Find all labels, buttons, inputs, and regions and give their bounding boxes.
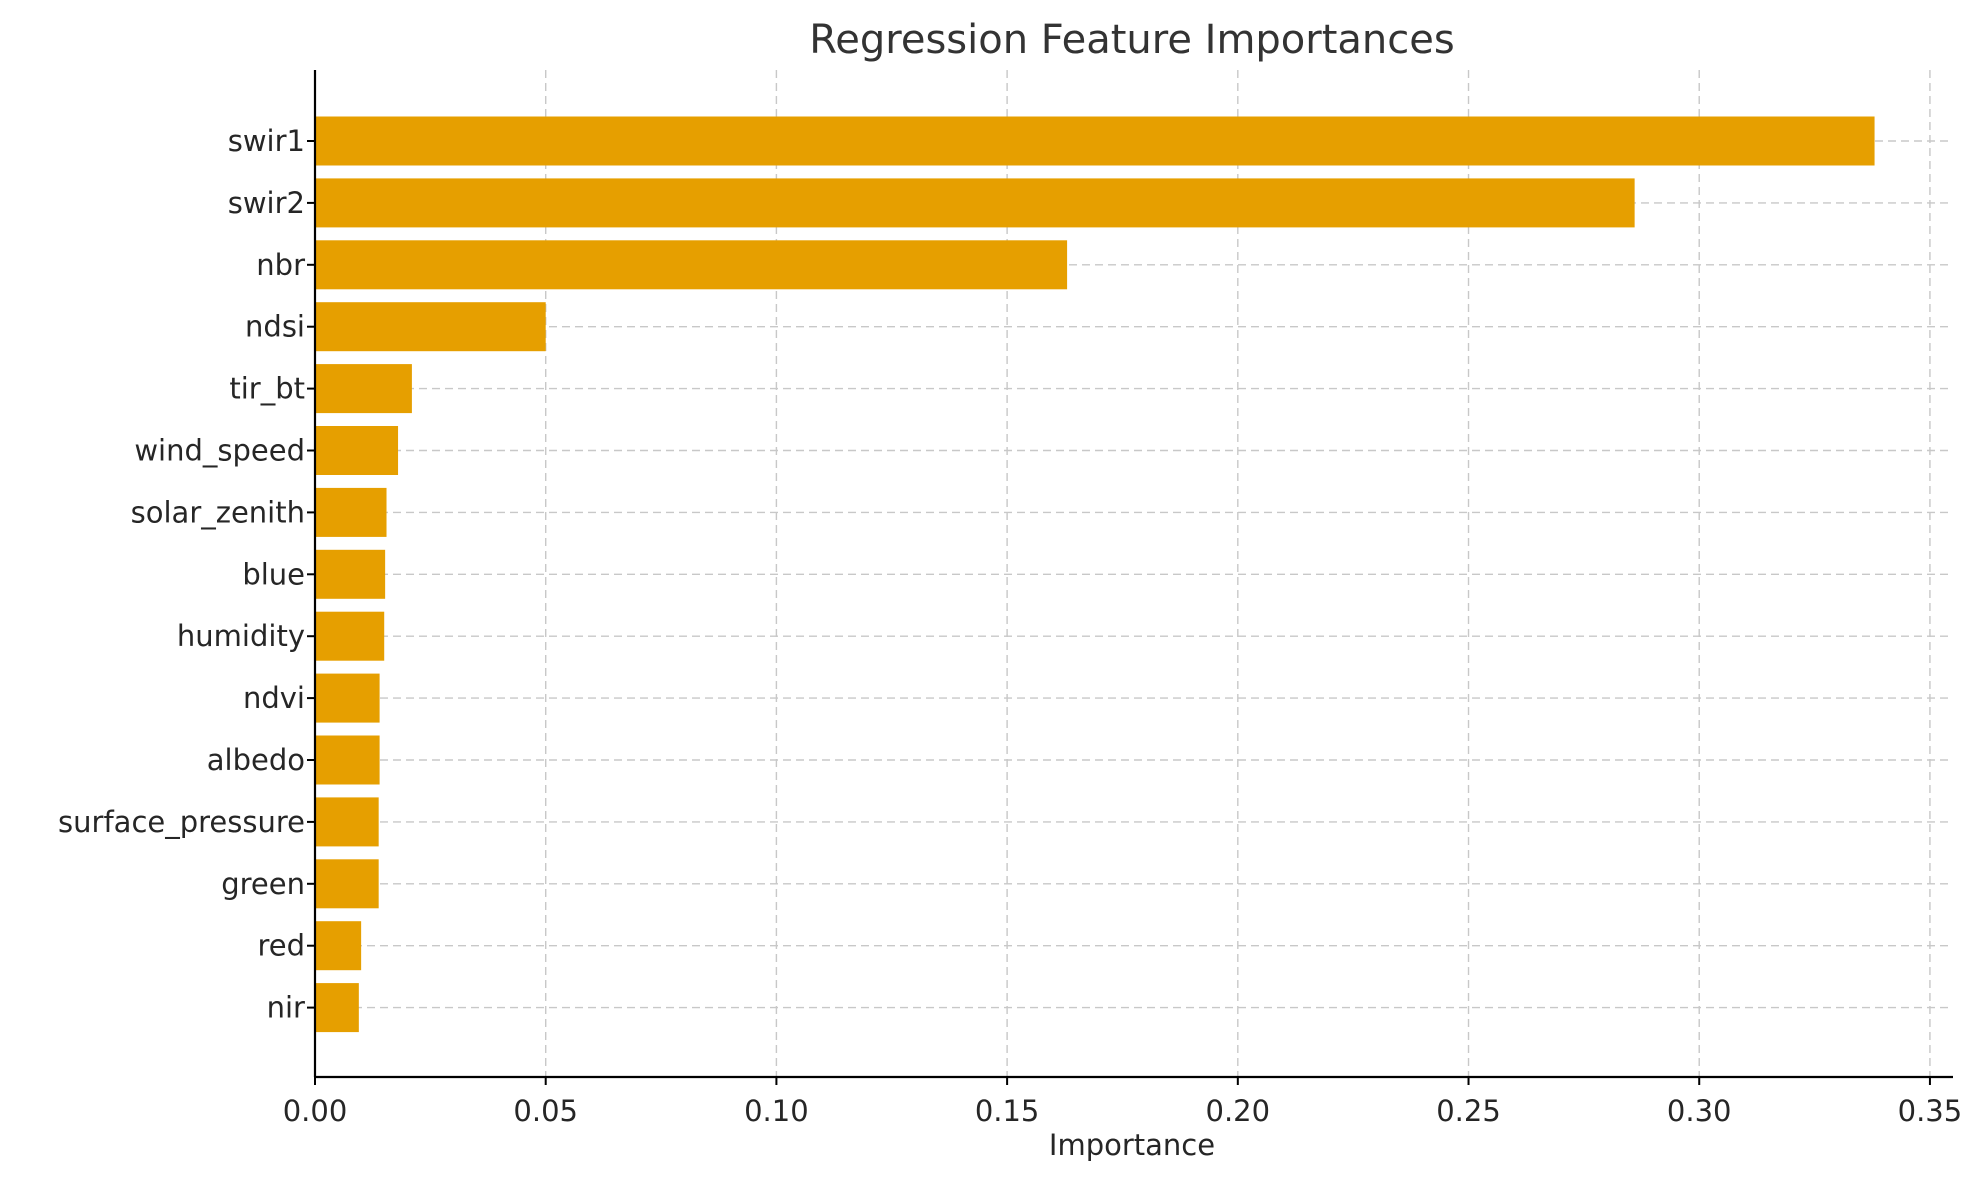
bar-blue	[315, 549, 386, 599]
bar-humidity	[315, 611, 385, 661]
y-tick-label: swir2	[228, 186, 305, 220]
x-tick-label: 0.20	[1206, 1094, 1271, 1128]
y-tick-label: nbr	[256, 248, 305, 282]
x-tick-label: 0.05	[513, 1094, 578, 1128]
y-tick-label: blue	[242, 557, 305, 591]
y-tick-label: red	[257, 929, 305, 963]
chart-title: Regression Feature Importances	[809, 17, 1454, 63]
bar-layer	[315, 116, 1875, 1033]
bar-red	[315, 921, 362, 971]
bar-surface-pressure	[315, 797, 379, 847]
y-tick-label: humidity	[177, 619, 305, 653]
y-tick-label: wind_speed	[134, 434, 305, 468]
bar-solar-zenith	[315, 487, 387, 537]
bar-ndvi	[315, 673, 380, 723]
grid-layer	[315, 70, 1953, 1077]
bar-ndsi	[315, 302, 546, 352]
y-tick-labels: swir1 swir2 nbr ndsi tir_bt wind_speed solar_z…	[58, 124, 315, 1025]
y-tick-label: albedo	[207, 743, 305, 777]
y-tick-label: tir_bt	[229, 372, 305, 406]
bar-tir-bt	[315, 364, 412, 414]
bar-nbr	[315, 240, 1068, 290]
bar-swir1	[315, 116, 1875, 166]
y-tick-label: ndvi	[243, 681, 305, 715]
x-axis-label: Importance	[1049, 1128, 1215, 1162]
x-tick-label: 0.10	[744, 1094, 809, 1128]
bar-nir	[315, 983, 359, 1033]
y-tick-label: solar_zenith	[131, 495, 305, 529]
x-tick-labels: 0.00 0.05 0.10 0.15 0.20 0.25 0.30 0.35	[283, 1077, 1963, 1128]
y-tick-label: ndsi	[245, 310, 305, 344]
y-tick-label: surface_pressure	[58, 805, 305, 839]
y-tick-label: green	[221, 867, 305, 901]
x-tick-label: 0.15	[975, 1094, 1040, 1128]
y-tick-label: nir	[267, 991, 305, 1025]
bar-albedo	[315, 735, 380, 785]
x-tick-label: 0.25	[1436, 1094, 1501, 1128]
bar-wind-speed	[315, 426, 399, 475]
x-tick-label: 0.30	[1667, 1094, 1732, 1128]
y-tick-label: swir1	[228, 124, 305, 158]
x-tick-label: 0.35	[1898, 1094, 1963, 1128]
bar-green	[315, 859, 379, 909]
bar-swir2	[315, 178, 1635, 228]
x-tick-label: 0.00	[283, 1094, 348, 1128]
